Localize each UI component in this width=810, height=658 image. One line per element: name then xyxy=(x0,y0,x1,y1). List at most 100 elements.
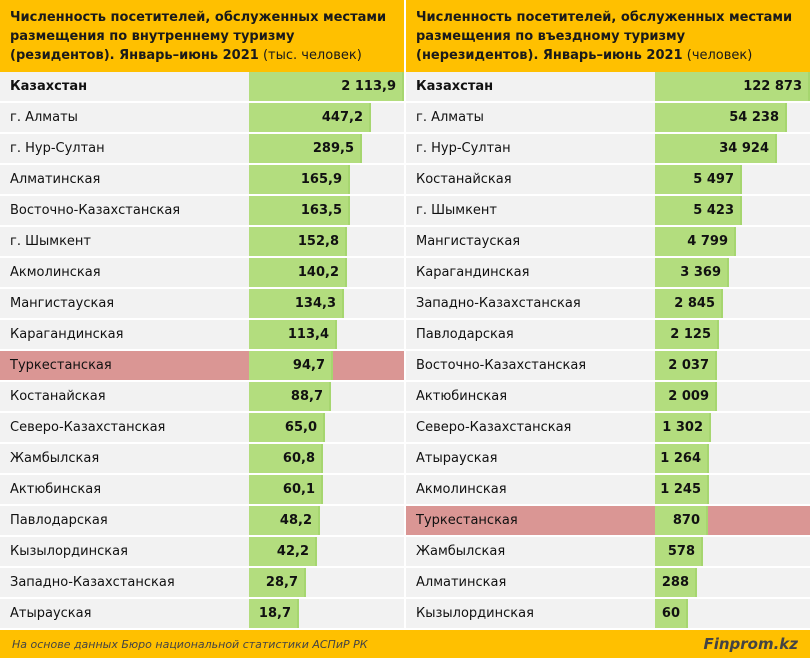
bar-cell: 34 924 xyxy=(655,134,810,163)
value-label: 289,5 xyxy=(312,141,354,156)
table-row: Кызылординская 60 xyxy=(406,599,810,628)
bar xyxy=(655,289,723,318)
value-label: 60,8 xyxy=(282,451,315,466)
region-label: Костанайская xyxy=(416,172,512,187)
value-label: 60,1 xyxy=(282,482,315,497)
title-unit: (тыс. человек) xyxy=(262,48,362,63)
bar xyxy=(655,134,777,163)
bar-cell: 5 423 xyxy=(655,196,810,225)
region-label: Атырауская xyxy=(10,606,92,621)
bar xyxy=(249,258,347,287)
region-label: г. Шымкент xyxy=(10,234,91,249)
value-label: 288 xyxy=(661,575,689,590)
value-label: 94,7 xyxy=(292,358,325,373)
region-label: Западно-Казахстанская xyxy=(416,296,581,311)
value-label: 113,4 xyxy=(287,327,329,342)
region-label: г. Алматы xyxy=(10,110,78,125)
region-label: Актюбинская xyxy=(416,389,508,404)
value-label: 122 873 xyxy=(743,79,802,94)
table-row: Жамбылская 60,8 xyxy=(0,444,404,473)
region-label: Северо-Казахстанская xyxy=(416,420,572,435)
table-row: Актюбинская 60,1 xyxy=(0,475,404,504)
table-row: Атырауская 18,7 xyxy=(0,599,404,628)
value-label: 34 924 xyxy=(719,141,769,156)
table-row: Казахстан 122 873 xyxy=(406,72,810,101)
bar-cell: 54 238 xyxy=(655,103,810,132)
table-row: Костанайская 5 497 xyxy=(406,165,810,194)
bar-cell: 4 799 xyxy=(655,227,810,256)
bar xyxy=(655,382,717,411)
bar-cell: 2 845 xyxy=(655,289,810,318)
bar-cell: 3 369 xyxy=(655,258,810,287)
table-row: Северо-Казахстанская 1 302 xyxy=(406,413,810,442)
region-label: Кызылординская xyxy=(416,606,534,621)
bar xyxy=(655,568,697,597)
bar xyxy=(655,537,703,566)
bar xyxy=(655,444,709,473)
bar-cell: 134,3 xyxy=(249,289,404,318)
region-label: Акмолинская xyxy=(10,265,101,280)
value-label: 447,2 xyxy=(321,110,363,125)
table-row: Павлодарская 2 125 xyxy=(406,320,810,349)
bar-cell: 28,7 xyxy=(249,568,404,597)
bar xyxy=(249,165,350,194)
bar-cell: 48,2 xyxy=(249,506,404,535)
bar xyxy=(249,506,320,535)
bar xyxy=(249,413,325,442)
value-label: 88,7 xyxy=(290,389,323,404)
value-label: 2 037 xyxy=(668,358,709,373)
value-label: 5 497 xyxy=(693,172,734,187)
table-row: Мангистауская 4 799 xyxy=(406,227,810,256)
bar xyxy=(655,413,711,442)
bar xyxy=(655,351,717,380)
table-row: Северо-Казахстанская 65,0 xyxy=(0,413,404,442)
value-label: 870 xyxy=(672,513,700,528)
region-label: Туркестанская xyxy=(10,358,112,373)
right-chart-panel: Численность посетителей, обслуженных мес… xyxy=(406,0,810,630)
region-label: г. Шымкент xyxy=(416,203,497,218)
table-row: Павлодарская 48,2 xyxy=(0,506,404,535)
region-label: Павлодарская xyxy=(10,513,108,528)
value-label: 165,9 xyxy=(300,172,342,187)
bar-cell: 2 113,9 xyxy=(249,72,404,101)
value-label: 134,3 xyxy=(294,296,336,311)
table-row: Западно-Казахстанская 2 845 xyxy=(406,289,810,318)
bar xyxy=(249,134,362,163)
table-row: г. Нур-Султан 289,5 xyxy=(0,134,404,163)
bar-cell: 1 245 xyxy=(655,475,810,504)
bar xyxy=(249,320,337,349)
table-row: Алматинская 288 xyxy=(406,568,810,597)
footer: На основе данных Бюро национальной стати… xyxy=(0,630,810,658)
table-row: Кызылординская 42,2 xyxy=(0,537,404,566)
left-chart-title: Численность посетителей, обслуженных мес… xyxy=(0,0,404,72)
value-label: 2 113,9 xyxy=(341,79,396,94)
bar xyxy=(249,444,323,473)
bar-cell: 578 xyxy=(655,537,810,566)
bar xyxy=(249,537,317,566)
value-label: 2 845 xyxy=(674,296,715,311)
bar xyxy=(249,289,344,318)
value-label: 152,8 xyxy=(297,234,339,249)
bar xyxy=(249,568,306,597)
value-label: 3 369 xyxy=(680,265,721,280)
title-bold: Численность посетителей, обслуженных мес… xyxy=(10,10,387,63)
region-label: Мангистауская xyxy=(10,296,115,311)
bar-cell: 870 xyxy=(655,506,810,535)
bar xyxy=(655,227,736,256)
bar xyxy=(249,351,333,380)
region-label: Костанайская xyxy=(10,389,106,404)
bar xyxy=(655,475,709,504)
region-label: г. Нур-Султан xyxy=(10,141,105,156)
bar-cell: 152,8 xyxy=(249,227,404,256)
table-row: Костанайская 88,7 xyxy=(0,382,404,411)
region-label: г. Алматы xyxy=(416,110,484,125)
bar-cell: 2 037 xyxy=(655,351,810,380)
region-label: Алматинская xyxy=(10,172,101,187)
left-chart-panel: Численность посетителей, обслуженных мес… xyxy=(0,0,404,630)
brand-logo: Finprom.kz xyxy=(703,635,798,653)
table-row: г. Шымкент 152,8 xyxy=(0,227,404,256)
value-label: 65,0 xyxy=(284,420,317,435)
bar xyxy=(655,103,787,132)
bar xyxy=(249,72,404,101)
table-row: Восточно-Казахстанская 2 037 xyxy=(406,351,810,380)
